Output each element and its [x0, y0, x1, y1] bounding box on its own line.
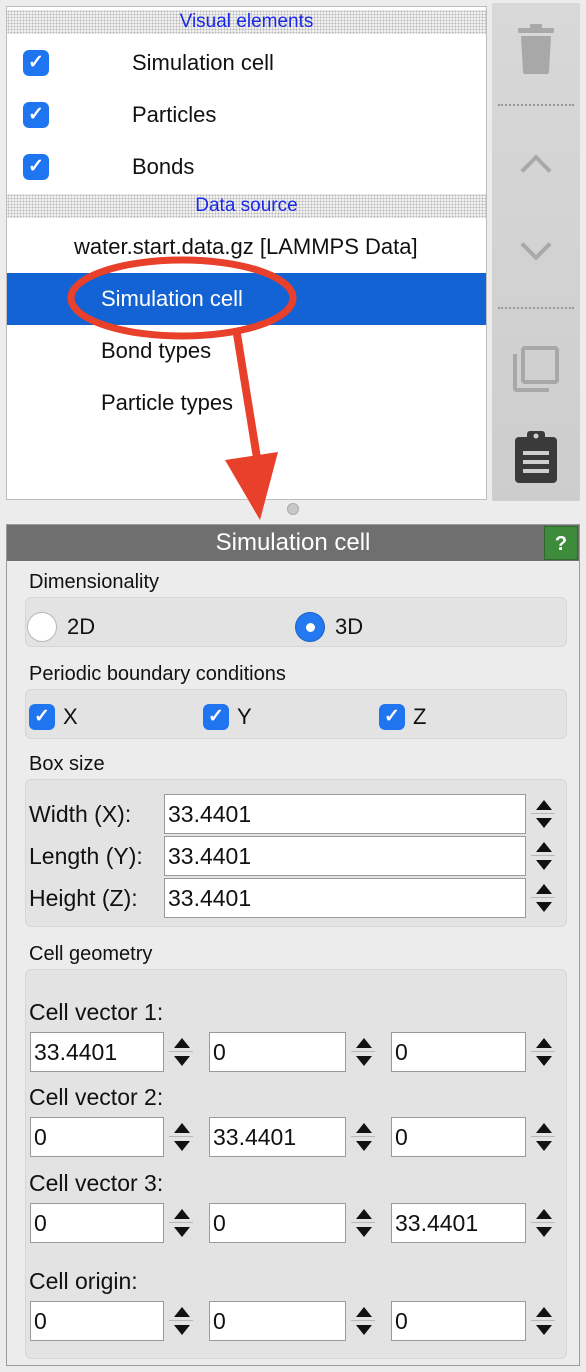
- pipeline-item-simulation-cell-visual[interactable]: ✓ Simulation cell: [7, 37, 486, 89]
- toolbar-separator: [498, 104, 574, 106]
- cell-vector-3-z-spinner[interactable]: [527, 1203, 559, 1243]
- cell-origin-x-field[interactable]: 0: [30, 1301, 164, 1341]
- move-up-button[interactable]: [492, 127, 580, 199]
- height-spinner[interactable]: [527, 878, 559, 918]
- cell-vector-3-label: Cell vector 3:: [29, 1170, 164, 1196]
- pipeline-item-particle-types[interactable]: Particle types: [7, 377, 486, 429]
- move-down-button[interactable]: [492, 215, 580, 287]
- cell-vector-3-y-spinner[interactable]: [347, 1203, 379, 1243]
- dimensionality-label: Dimensionality: [29, 571, 160, 593]
- length-label: Length (Y):: [29, 843, 143, 869]
- pipeline-item-simulation-cell[interactable]: Simulation cell: [7, 273, 486, 325]
- visual-elements-header: Visual elements: [7, 10, 486, 34]
- pipeline-item-bonds-visual[interactable]: ✓ Bonds: [7, 141, 486, 193]
- cell-vector-1-y-field[interactable]: 0: [209, 1032, 346, 1072]
- width-label: Width (X):: [29, 801, 132, 827]
- width-field[interactable]: 33.4401: [164, 794, 526, 834]
- toolbar-separator: [498, 307, 574, 309]
- cell-origin-z-spinner[interactable]: [527, 1301, 559, 1341]
- radio-2d[interactable]: [27, 612, 57, 642]
- cell-origin-y-spinner[interactable]: [347, 1301, 379, 1341]
- cell-origin-x-spinner[interactable]: [165, 1301, 197, 1341]
- help-button[interactable]: ?: [544, 526, 578, 560]
- pbc-y-label: Y: [237, 704, 252, 729]
- length-spinner[interactable]: [527, 836, 559, 876]
- checkmark-icon[interactable]: ✓: [23, 102, 49, 128]
- cell-vector-3-x-field[interactable]: 0: [30, 1203, 164, 1243]
- paste-button[interactable]: [492, 421, 580, 493]
- pbc-y-checkbox[interactable]: ✓: [203, 704, 229, 730]
- box-size-label: Box size: [29, 753, 105, 775]
- cell-geometry-label: Cell geometry: [29, 943, 153, 965]
- splitter-handle[interactable]: [287, 503, 299, 515]
- cell-vector-1-label: Cell vector 1:: [29, 999, 164, 1025]
- cell-origin-y-field[interactable]: 0: [209, 1301, 346, 1341]
- width-spinner[interactable]: [527, 794, 559, 834]
- pipeline-editor: Visual elements ✓ Simulation cell ✓ Part…: [6, 6, 487, 500]
- move-up-icon: [520, 154, 552, 186]
- height-field[interactable]: 33.4401: [164, 878, 526, 918]
- move-down-icon: [520, 229, 552, 261]
- pbc-x-label: X: [63, 704, 78, 729]
- cell-vector-2-z-field[interactable]: 0: [391, 1117, 526, 1157]
- cell-vector-1-z-field[interactable]: 0: [391, 1032, 526, 1072]
- pbc-label: Periodic boundary conditions: [29, 663, 286, 685]
- pbc-x-checkbox[interactable]: ✓: [29, 704, 55, 730]
- delete-button[interactable]: [492, 13, 580, 85]
- checkmark-icon[interactable]: ✓: [23, 50, 49, 76]
- cell-vector-1-x-field[interactable]: 33.4401: [30, 1032, 164, 1072]
- pipeline-item-label: Bonds: [132, 154, 195, 179]
- cell-vector-2-y-field[interactable]: 33.4401: [209, 1117, 346, 1157]
- data-source-header: Data source: [7, 194, 486, 218]
- pipeline-item-label: Simulation cell: [132, 50, 274, 75]
- pipeline-item-label: Bond types: [101, 338, 212, 363]
- pipeline-item-label: Particles: [132, 102, 217, 127]
- pipeline-item-label: Particle types: [101, 390, 234, 415]
- cell-vector-3-y-field[interactable]: 0: [209, 1203, 346, 1243]
- cell-vector-2-z-spinner[interactable]: [527, 1117, 559, 1157]
- cell-vector-1-z-spinner[interactable]: [527, 1032, 559, 1072]
- pbc-z-label: Z: [413, 704, 427, 729]
- checkmark-icon[interactable]: ✓: [23, 154, 49, 180]
- duplicate-button[interactable]: [492, 333, 580, 405]
- pipeline-item-label: Simulation cell: [101, 286, 243, 311]
- cell-origin-label: Cell origin:: [29, 1268, 138, 1294]
- radio-2d-label: 2D: [67, 614, 96, 639]
- pbc-z-checkbox[interactable]: ✓: [379, 704, 405, 730]
- cell-vector-1-y-spinner[interactable]: [347, 1032, 379, 1072]
- radio-3d-label: 3D: [335, 614, 364, 639]
- properties-panel: Simulation cell ? Dimensionality 2D 3D P…: [6, 524, 580, 1366]
- pipeline-item-bond-types[interactable]: Bond types: [7, 325, 486, 377]
- pbc-group: [25, 689, 567, 739]
- cell-vector-3-z-field[interactable]: 33.4401: [391, 1203, 526, 1243]
- pipeline-item-data-source[interactable]: water.start.data.gz [LAMMPS Data]: [7, 221, 486, 273]
- cell-vector-2-x-field[interactable]: 0: [30, 1117, 164, 1157]
- pipeline-item-label: water.start.data.gz [LAMMPS Data]: [74, 234, 418, 259]
- pipeline-item-particles-visual[interactable]: ✓ Particles: [7, 89, 486, 141]
- trash-icon: [518, 24, 554, 74]
- cell-origin-z-field[interactable]: 0: [391, 1301, 526, 1341]
- panel-title: Simulation cell: [7, 525, 579, 561]
- cell-vector-1-x-spinner[interactable]: [165, 1032, 197, 1072]
- length-field[interactable]: 33.4401: [164, 836, 526, 876]
- clipboard-icon: [515, 431, 557, 483]
- duplicate-icon: [513, 346, 559, 392]
- radio-3d[interactable]: [295, 612, 325, 642]
- height-label: Height (Z):: [29, 885, 138, 911]
- cell-vector-3-x-spinner[interactable]: [165, 1203, 197, 1243]
- cell-vector-2-label: Cell vector 2:: [29, 1084, 164, 1110]
- cell-vector-2-x-spinner[interactable]: [165, 1117, 197, 1157]
- pipeline-toolbar: [492, 3, 580, 501]
- cell-vector-2-y-spinner[interactable]: [347, 1117, 379, 1157]
